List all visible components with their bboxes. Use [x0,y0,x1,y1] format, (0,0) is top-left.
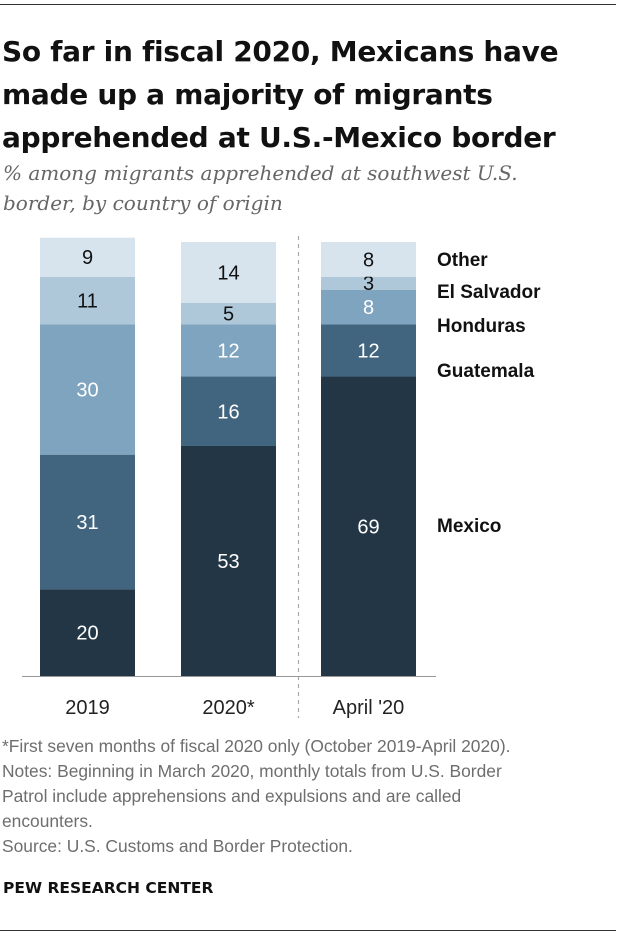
x-tick-label: April '20 [333,697,405,719]
bar-segment-other-april-20 [321,242,416,277]
bar-segment-honduras-april-20 [321,289,416,325]
title-line: apprehended at U.S.-Mexico border [2,121,556,154]
source-line: Source: U.S. Customs and Border Protecti… [2,836,353,856]
footnote-line: *First seven months of fiscal 2020 only … [2,736,511,756]
bar-segment-mexico-2019 [40,589,135,676]
bar-segment-el-salvador-2020 [181,302,276,325]
bar-segment-guatemala-2020 [181,376,276,446]
data-label: 31 [76,512,98,534]
bar-segment-mexico-april-20 [321,376,416,676]
data-label: 5 [223,304,234,326]
top-rule [0,4,616,5]
legend-label-el-salvador: El Salvador [437,282,541,303]
bar-segment-honduras-2019 [40,324,135,455]
data-label: 30 [76,380,98,402]
legend-label-honduras: Honduras [437,316,526,337]
x-tick-label: 2020* [202,697,254,719]
legend-label-guatemala: Guatemala [437,361,535,382]
title-line: So far in fiscal 2020, Mexicans have [2,35,559,68]
data-label: 16 [217,401,239,423]
legend-label-mexico: Mexico [437,516,501,537]
subtitle-line: border, by country of origin [3,191,283,215]
data-label: 53 [217,551,239,573]
chart-notes: *First seven months of fiscal 2020 only … [2,734,614,859]
data-label: 3 [363,273,374,295]
bar-segment-guatemala-2019 [40,454,135,590]
subtitle-line: % among migrants apprehended at southwes… [3,161,518,185]
data-label: 69 [357,516,379,538]
bottom-rule [0,930,616,931]
stacked-bar-chart: 20 31 30 11 9 2019 53 16 12 5 14 2020* 69 12 838 April … [22,236,541,719]
data-label: 12 [357,341,379,363]
chart-title: So far in fiscal 2020, Mexicans have mad… [2,30,602,159]
bar-segment-other-2019 [40,237,135,277]
note-line: encounters. [2,811,93,831]
data-label: 14 [217,262,239,284]
bar-segment-honduras-2020 [181,324,276,377]
note-line: Patrol include apprehensions and expulsi… [2,786,462,806]
data-label: 12 [217,341,239,363]
bar-segment-el-salvador-april-20 [321,276,416,290]
data-label: 9 [82,247,93,269]
legend-label-other: Other [437,250,488,271]
data-label: 20 [76,623,98,645]
data-label: 8 [363,297,374,319]
data-label: 8 [363,249,374,271]
x-tick-label: 2019 [65,697,110,719]
bar-segment-guatemala-april-20 [321,324,416,377]
chart-subtitle: % among migrants apprehended at southwes… [3,158,603,218]
note-line: Notes: Beginning in March 2020, monthly … [2,761,502,781]
bar-segment-mexico-2020 [181,445,276,676]
bar-segment-el-salvador-2019 [40,276,135,325]
title-line: made up a majority of migrants [2,78,493,111]
brand-logo-text: PEW RESEARCH CENTER [3,879,214,897]
bar-segment-other-2020 [181,242,276,303]
data-label: 11 [77,291,98,313]
